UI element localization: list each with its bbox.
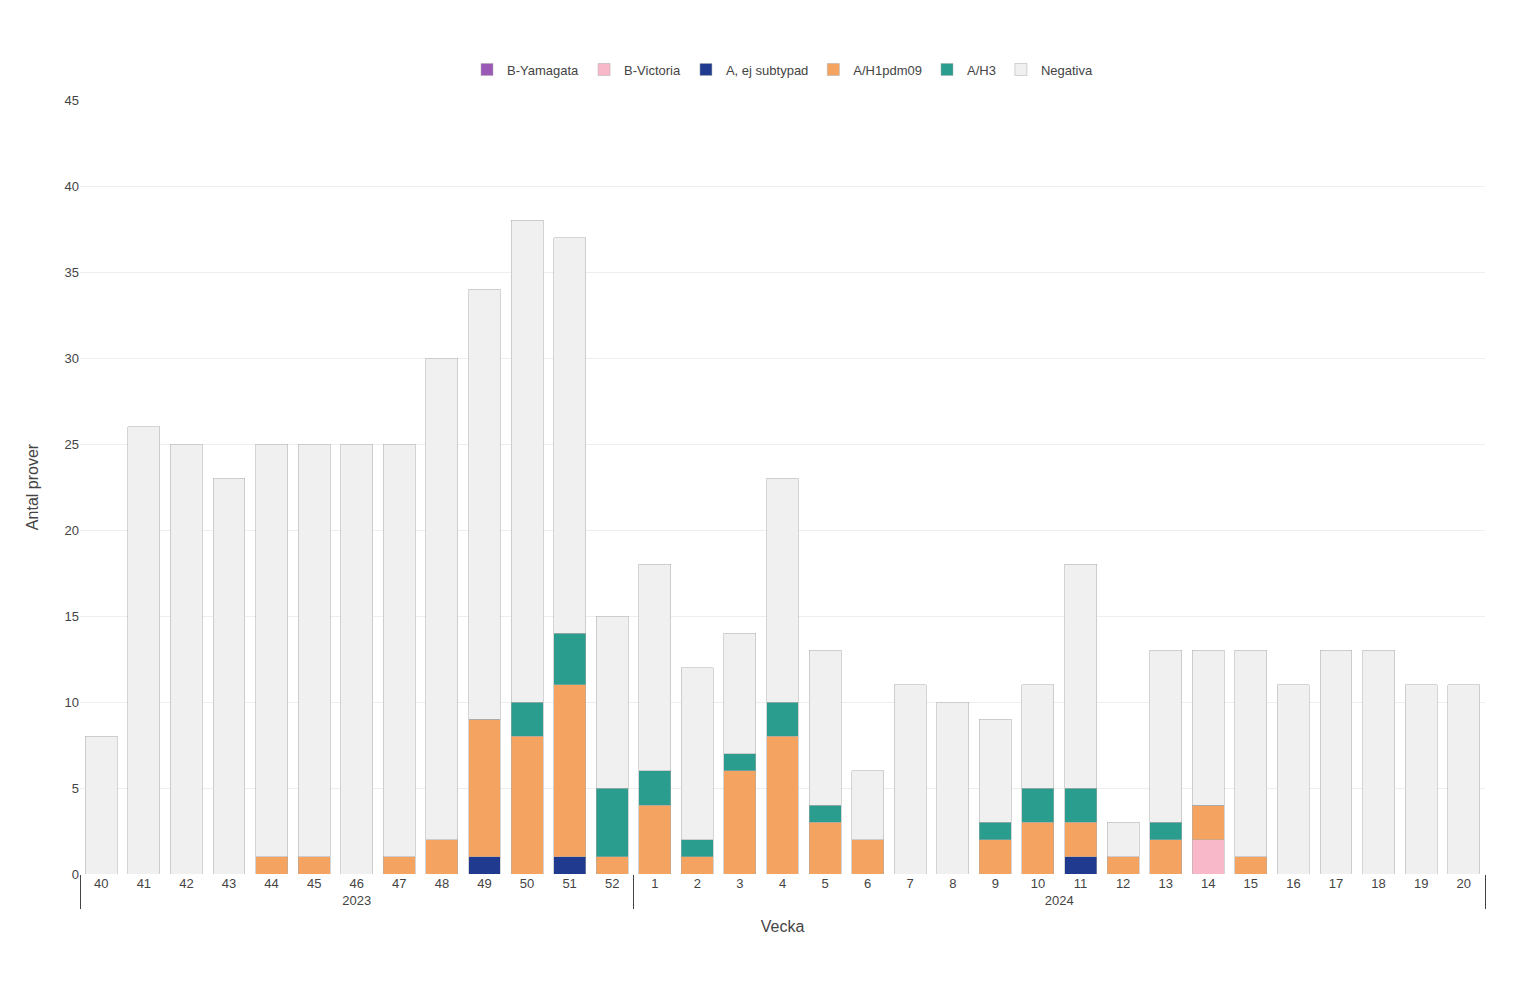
svg-text:16: 16 <box>1286 876 1300 891</box>
svg-text:13: 13 <box>1158 876 1172 891</box>
svg-text:48: 48 <box>435 876 449 891</box>
svg-text:45: 45 <box>65 93 79 108</box>
svg-text:51: 51 <box>562 876 576 891</box>
svg-text:10: 10 <box>65 695 79 710</box>
svg-text:41: 41 <box>137 876 151 891</box>
svg-text:6: 6 <box>864 876 871 891</box>
svg-text:17: 17 <box>1329 876 1343 891</box>
svg-text:B-Victoria: B-Victoria <box>624 63 681 78</box>
svg-text:18: 18 <box>1371 876 1385 891</box>
svg-text:19: 19 <box>1414 876 1428 891</box>
svg-text:A, ej subtypad: A, ej subtypad <box>726 63 808 78</box>
svg-text:2: 2 <box>694 876 701 891</box>
svg-text:35: 35 <box>65 265 79 280</box>
svg-text:11: 11 <box>1074 876 1088 891</box>
svg-text:0: 0 <box>72 867 79 882</box>
svg-text:10: 10 <box>1031 876 1045 891</box>
svg-text:15: 15 <box>1244 876 1258 891</box>
svg-text:Vecka: Vecka <box>761 918 805 935</box>
svg-text:40: 40 <box>94 876 108 891</box>
svg-text:43: 43 <box>222 876 236 891</box>
svg-text:5: 5 <box>72 781 79 796</box>
svg-text:5: 5 <box>821 876 828 891</box>
svg-text:40: 40 <box>65 179 79 194</box>
svg-text:1: 1 <box>651 876 658 891</box>
svg-text:A/H3: A/H3 <box>967 63 996 78</box>
svg-text:2024: 2024 <box>1045 893 1074 908</box>
svg-text:50: 50 <box>520 876 534 891</box>
svg-text:4: 4 <box>779 876 786 891</box>
svg-text:20: 20 <box>65 523 79 538</box>
svg-text:Negativa: Negativa <box>1041 63 1093 78</box>
svg-text:Antal prover: Antal prover <box>24 443 41 530</box>
svg-text:52: 52 <box>605 876 619 891</box>
svg-text:A/H1pdm09: A/H1pdm09 <box>853 63 922 78</box>
svg-text:25: 25 <box>65 437 79 452</box>
svg-text:2023: 2023 <box>342 893 371 908</box>
svg-text:44: 44 <box>264 876 278 891</box>
svg-text:14: 14 <box>1201 876 1215 891</box>
svg-text:8: 8 <box>949 876 956 891</box>
svg-text:12: 12 <box>1116 876 1130 891</box>
svg-text:3: 3 <box>736 876 743 891</box>
svg-text:20: 20 <box>1456 876 1470 891</box>
svg-text:7: 7 <box>907 876 914 891</box>
svg-text:15: 15 <box>65 609 79 624</box>
svg-text:49: 49 <box>477 876 491 891</box>
svg-text:B-Yamagata: B-Yamagata <box>507 63 579 78</box>
svg-text:9: 9 <box>992 876 999 891</box>
svg-text:30: 30 <box>65 351 79 366</box>
svg-text:47: 47 <box>392 876 406 891</box>
svg-text:46: 46 <box>350 876 364 891</box>
svg-text:45: 45 <box>307 876 321 891</box>
svg-text:42: 42 <box>179 876 193 891</box>
